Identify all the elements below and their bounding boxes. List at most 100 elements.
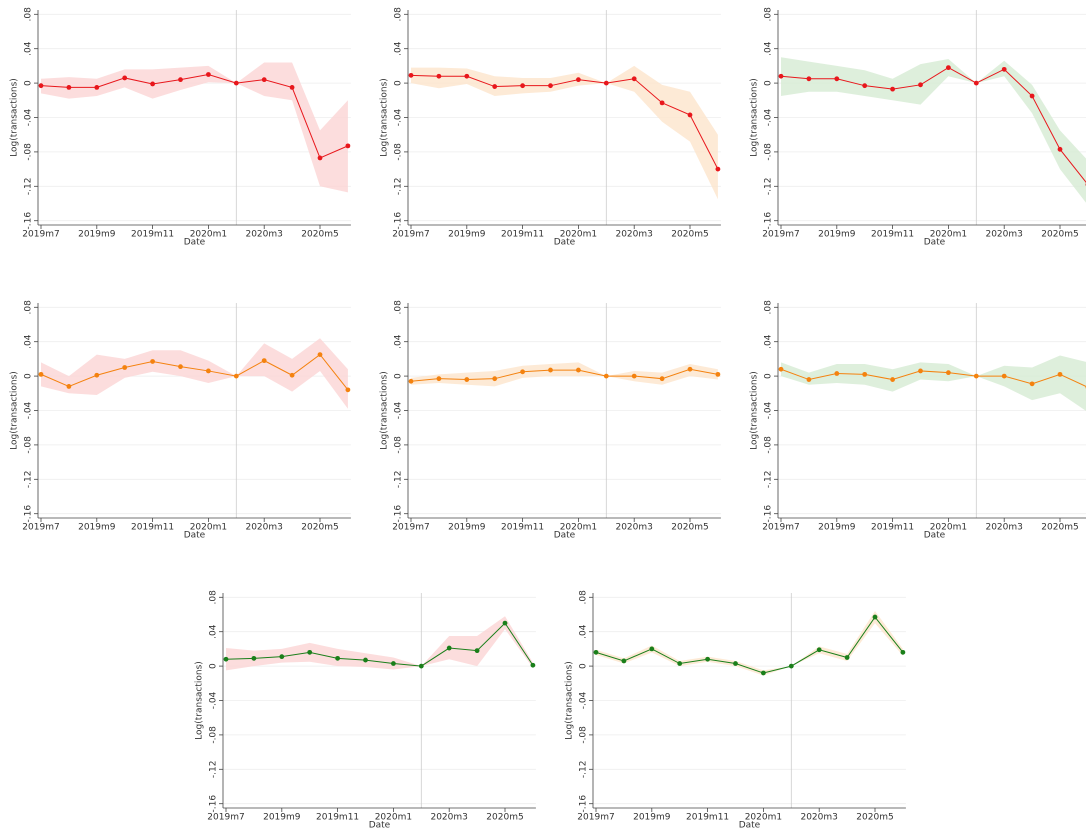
confidence-band (781, 355, 1086, 411)
point (94, 372, 100, 378)
y-tick-label: .08 (394, 300, 404, 315)
y-tick-label: -.12 (24, 471, 34, 489)
x-tick-label: 2020m5 (486, 813, 523, 823)
line (780, 368, 1086, 387)
y-tick-label: -.12 (394, 178, 404, 196)
point (778, 366, 784, 372)
point (900, 649, 906, 655)
point (38, 83, 44, 89)
x-tick-label: 2019m7 (392, 230, 429, 240)
y-tick-label: -.04 (764, 108, 774, 126)
point (520, 369, 525, 375)
y-tick-label: -.12 (394, 471, 404, 489)
point (502, 620, 508, 626)
y-tick-label: .08 (209, 590, 219, 605)
point (715, 166, 721, 172)
point (862, 371, 868, 377)
point (492, 376, 498, 382)
y-tick-label: 0 (764, 80, 774, 86)
confidence-band (41, 338, 348, 409)
point (677, 661, 683, 666)
point (603, 373, 609, 379)
point (946, 65, 951, 71)
x-tick-label: 2019m9 (263, 813, 301, 823)
panel: -.16 -.12 -.08 -.04 0 .04 .08 2019m7 2019m9 2019m… (565, 590, 906, 831)
confidence-band (781, 57, 1086, 203)
point (788, 663, 794, 669)
y-axis-label: Log(transactions) (750, 78, 760, 157)
x-tick-label: 2019m9 (633, 813, 671, 823)
point (872, 614, 878, 620)
point (335, 655, 340, 661)
point (862, 83, 868, 89)
point (233, 373, 239, 379)
x-tick-label: 2020m5 (1041, 230, 1078, 240)
point (345, 387, 351, 393)
y-tick-label: .08 (764, 7, 774, 22)
point (946, 370, 951, 376)
y-tick-label: 0 (209, 663, 219, 669)
point (733, 661, 738, 666)
y-tick-label: -.16 (394, 212, 404, 230)
x-axis-label: Date (184, 238, 206, 248)
x-tick-label: 2019m9 (78, 523, 116, 533)
point (66, 384, 72, 389)
y-tick-label: .08 (24, 7, 34, 22)
point (150, 359, 156, 364)
y-tick-label: -.08 (24, 436, 34, 454)
line (780, 67, 1086, 183)
point (391, 661, 396, 666)
point (345, 143, 351, 149)
point (687, 112, 693, 118)
point (261, 77, 267, 83)
x-tick-label: 2019m9 (818, 523, 856, 533)
point (918, 368, 923, 374)
y-tick-label: -.08 (764, 143, 774, 161)
line (410, 74, 719, 170)
point (530, 662, 536, 668)
point (1029, 381, 1035, 387)
y-tick-label: -.16 (209, 795, 219, 813)
line (40, 353, 349, 391)
point (492, 84, 498, 89)
y-tick-label: 0 (579, 663, 589, 669)
point (548, 83, 553, 89)
y-tick-label: -.04 (579, 691, 589, 709)
y-axis-label: Log(transactions) (195, 661, 205, 740)
x-axis-label: Date (184, 531, 206, 541)
point (715, 371, 721, 377)
point (206, 368, 211, 374)
x-tick-label: 2020m1 (930, 523, 967, 533)
y-tick-label: -.04 (394, 401, 404, 419)
point (261, 358, 267, 364)
y-tick-label: 0 (394, 373, 404, 379)
point (816, 647, 822, 653)
x-tick-label: 2020m3 (615, 523, 652, 533)
y-tick-label: 0 (394, 80, 404, 86)
y-tick-label: -.04 (764, 401, 774, 419)
point (307, 649, 313, 655)
confidence-band (41, 62, 348, 193)
y-tick-label: .04 (209, 624, 219, 639)
x-tick-label: 2020m1 (375, 813, 412, 823)
x-axis-label: Date (369, 821, 391, 831)
x-tick-label: 2019m7 (22, 523, 59, 533)
point (918, 82, 923, 88)
point (1001, 373, 1007, 379)
y-tick-label: 0 (24, 373, 34, 379)
point (621, 658, 627, 664)
x-tick-label: 2019m9 (818, 230, 856, 240)
x-tick-label: 2019m7 (392, 523, 429, 533)
panel: -.16 -.12 -.08 -.04 0 .04 .08 2019m7 2019m9 2019m… (195, 590, 536, 831)
x-tick-label: 2020m1 (190, 230, 227, 240)
point (363, 657, 368, 663)
y-tick-label: -.04 (24, 401, 34, 419)
x-tick-label: 2020m1 (560, 230, 597, 240)
point (408, 378, 414, 384)
panel: -.16 -.12 -.08 -.04 0 .04 .08 2019m7 2019m9 2019m… (380, 7, 721, 248)
panel: -.16 -.12 -.08 -.04 0 .04 .08 2019m7 2019m9 2019m… (10, 7, 351, 248)
x-tick-label: 2019m9 (78, 230, 116, 240)
line (40, 73, 349, 159)
x-tick-label: 2019m11 (501, 230, 544, 240)
